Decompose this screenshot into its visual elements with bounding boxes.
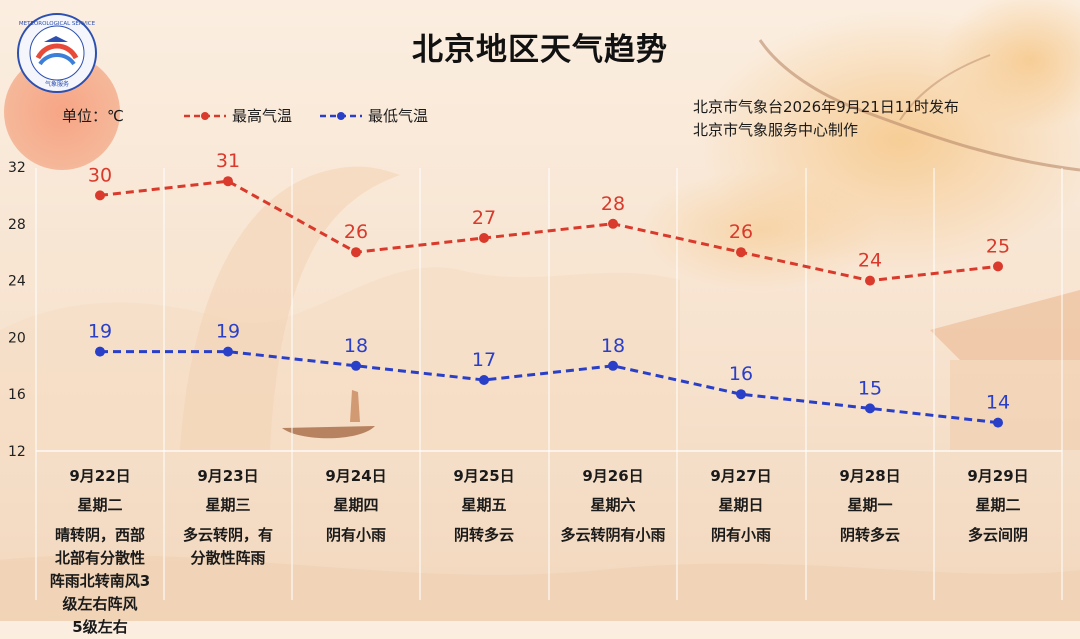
low-temp-line bbox=[100, 350, 999, 425]
day-weekday: 星期二 bbox=[77, 496, 123, 514]
high-temp-label: 26 bbox=[344, 221, 368, 243]
temperature-chart: 32 28 24 20 16 12 30 31 26 27 28 26 24 25 19 19 18 17 18 16… bbox=[8, 150, 1011, 460]
legend-low: 最低气温 bbox=[320, 105, 428, 126]
issuer-line-1: 北京市气象台2026年9月21日11时发布 bbox=[693, 98, 959, 116]
low-temp-point bbox=[223, 346, 233, 357]
high-temp-label: 25 bbox=[986, 235, 1010, 257]
boat-decoration bbox=[282, 426, 375, 439]
day-weather: 阴有小雨 bbox=[710, 526, 771, 544]
low-temp-label: 14 bbox=[986, 392, 1010, 414]
day-weekday: 星期五 bbox=[461, 496, 507, 514]
legend-high: 最高气温 bbox=[184, 105, 292, 126]
low-temp-label: 16 bbox=[729, 363, 753, 385]
day-weekday: 星期四 bbox=[333, 496, 379, 514]
low-temp-point bbox=[608, 360, 618, 371]
branch-decoration bbox=[758, 39, 1080, 172]
day-weekday: 星期一 bbox=[847, 496, 893, 514]
low-temp-label: 19 bbox=[88, 321, 112, 343]
low-temp-label: 15 bbox=[858, 377, 882, 399]
day-weather: 晴转阴，西部 北部有分散性 阵雨北转南风3 级左右阵风 5级左右 bbox=[49, 526, 151, 636]
high-temp-point bbox=[993, 261, 1003, 272]
low-temp-point bbox=[865, 403, 875, 414]
legend-high-line-icon bbox=[184, 111, 226, 120]
issuer-line-2: 北京市气象服务中心制作 bbox=[693, 121, 859, 139]
legend-high-label: 最高气温 bbox=[232, 107, 293, 125]
meteorological-service-logo-icon: METEOROLOGICAL SERVICE 气象服务 bbox=[17, 13, 97, 93]
y-tick-label: 32 bbox=[8, 160, 26, 176]
day-weather: 多云转阴，有 分散性阵雨 bbox=[182, 526, 273, 567]
low-temp-point bbox=[95, 346, 105, 357]
day-date: 9月26日 bbox=[582, 467, 644, 485]
high-temp-label: 28 bbox=[601, 193, 625, 215]
day-date: 9月28日 bbox=[839, 467, 901, 485]
high-temp-label: 31 bbox=[216, 150, 240, 172]
logo-caption: 气象服务 bbox=[45, 80, 69, 88]
low-temp-label: 18 bbox=[344, 335, 368, 357]
legend-low-label: 最低气温 bbox=[368, 107, 429, 125]
day-weather: 阴有小雨 bbox=[325, 526, 386, 544]
high-temp-point bbox=[95, 190, 105, 201]
issuer-info: 北京市气象台2026年9月21日11时发布 北京市气象服务中心制作 bbox=[693, 96, 959, 142]
day-weekday: 星期二 bbox=[975, 496, 1021, 514]
day-weekday: 星期日 bbox=[718, 496, 764, 514]
legend-low-line-icon bbox=[320, 111, 362, 120]
day-weather: 阴转多云 bbox=[839, 526, 900, 544]
high-temp-point bbox=[608, 218, 618, 229]
day-weather: 多云转阴有小雨 bbox=[560, 526, 666, 544]
day-weekday: 星期六 bbox=[590, 496, 636, 514]
day-weekday: 星期三 bbox=[205, 496, 251, 514]
day-date: 9月29日 bbox=[967, 467, 1029, 485]
y-tick-label: 24 bbox=[8, 274, 26, 290]
day-date: 9月25日 bbox=[453, 467, 515, 485]
y-tick-label: 28 bbox=[8, 217, 26, 233]
high-temp-point bbox=[223, 176, 233, 187]
low-temp-point bbox=[736, 389, 746, 400]
low-temp-point bbox=[351, 360, 361, 371]
day-date: 9月24日 bbox=[325, 467, 387, 485]
high-temp-line bbox=[99, 179, 999, 283]
day-weather: 多云间阴 bbox=[967, 526, 1028, 544]
day-weather: 阴转多云 bbox=[453, 526, 514, 544]
unit-label: 单位：℃ bbox=[62, 107, 124, 125]
day-date: 9月22日 bbox=[69, 467, 131, 485]
y-tick-label: 12 bbox=[8, 444, 26, 460]
y-tick-label: 20 bbox=[8, 330, 26, 346]
high-temp-label: 27 bbox=[472, 207, 496, 229]
y-tick-label: 16 bbox=[8, 387, 26, 403]
low-temp-label: 17 bbox=[472, 349, 496, 371]
day-date: 9月27日 bbox=[710, 467, 772, 485]
high-temp-point bbox=[479, 233, 489, 243]
high-temp-label: 24 bbox=[858, 250, 882, 272]
logo-ring-text: METEOROLOGICAL SERVICE bbox=[19, 21, 96, 27]
high-temp-label: 26 bbox=[729, 221, 753, 243]
low-temp-label: 18 bbox=[601, 335, 625, 357]
low-temp-label: 19 bbox=[216, 321, 240, 343]
high-temp-point bbox=[865, 275, 875, 286]
pavilion-decoration bbox=[930, 290, 1080, 360]
high-temp-label: 30 bbox=[88, 164, 112, 186]
day-date: 9月23日 bbox=[197, 467, 259, 485]
high-temp-point bbox=[351, 247, 361, 258]
low-temp-point bbox=[993, 417, 1003, 428]
high-temp-point bbox=[736, 247, 746, 258]
page-title: 北京地区天气趋势 bbox=[412, 32, 668, 68]
low-temp-point bbox=[479, 375, 489, 385]
